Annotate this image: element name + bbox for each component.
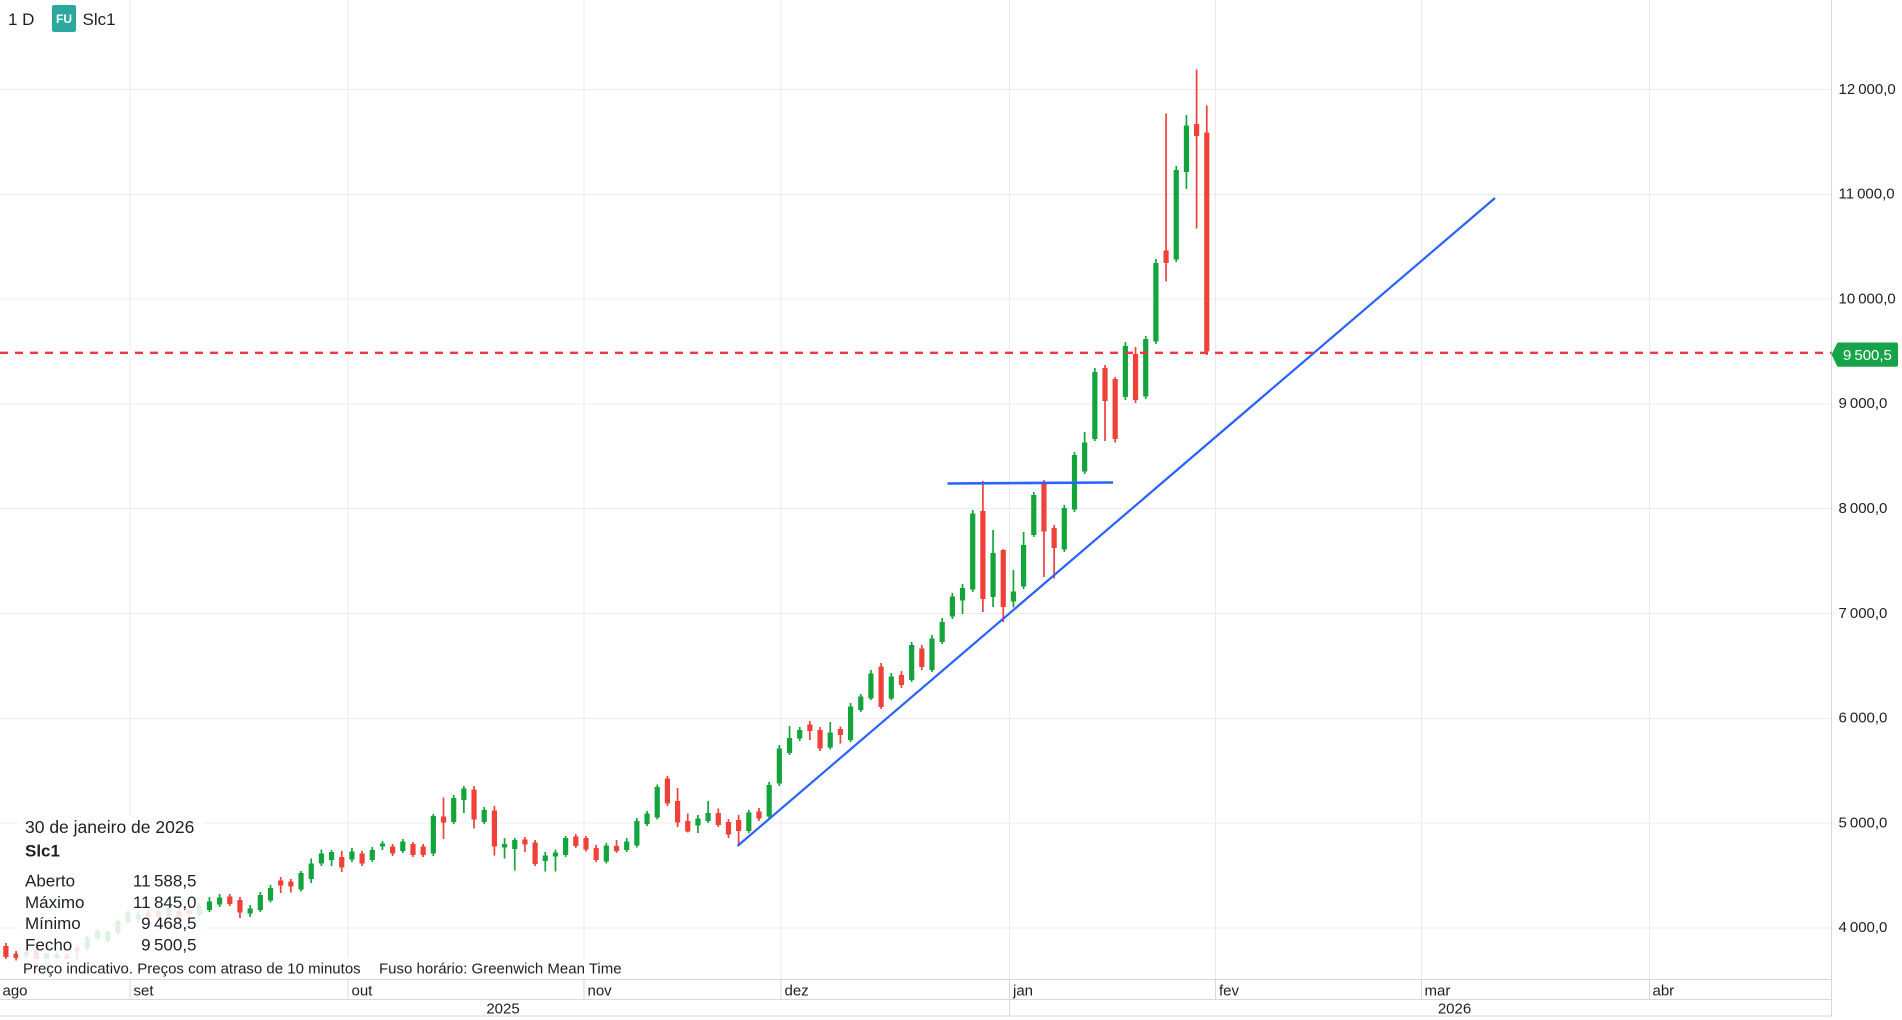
svg-text:1 D: 1 D (8, 10, 34, 29)
svg-text:set: set (134, 983, 155, 1000)
svg-text:9 468,5: 9 468,5 (141, 914, 196, 933)
svg-text:Máximo: Máximo (25, 893, 85, 912)
svg-text:out: out (352, 983, 374, 1000)
svg-text:Aberto: Aberto (25, 872, 75, 891)
svg-text:10 000,0: 10 000,0 (1839, 290, 1896, 307)
svg-text:nov: nov (588, 983, 613, 1000)
svg-text:2026: 2026 (1438, 1001, 1471, 1018)
svg-text:Preço indicativo. Preços com a: Preço indicativo. Preços com atraso de 1… (23, 961, 361, 978)
svg-text:ago: ago (3, 983, 28, 1000)
svg-text:abr: abr (1653, 983, 1675, 1000)
svg-text:7 000,0: 7 000,0 (1839, 605, 1888, 622)
svg-text:11 588,5: 11 588,5 (133, 872, 197, 891)
svg-text:11 845,0: 11 845,0 (133, 893, 197, 912)
svg-text:dez: dez (785, 983, 809, 1000)
svg-text:6 000,0: 6 000,0 (1839, 710, 1888, 727)
svg-text:30 de janeiro de 2026: 30 de janeiro de 2026 (25, 817, 194, 837)
svg-text:5 000,0: 5 000,0 (1839, 814, 1888, 831)
svg-text:9 000,0: 9 000,0 (1839, 395, 1888, 412)
svg-text:Mínimo: Mínimo (25, 914, 81, 933)
svg-text:FU: FU (56, 12, 72, 26)
svg-text:12 000,0: 12 000,0 (1839, 81, 1896, 98)
svg-text:Fecho: Fecho (25, 936, 72, 955)
svg-text:jan: jan (1012, 983, 1033, 1000)
svg-text:4 000,0: 4 000,0 (1839, 919, 1888, 936)
svg-text:11 000,0: 11 000,0 (1839, 186, 1895, 203)
svg-text:Fuso horário: Greenwich Mean T: Fuso horário: Greenwich Mean Time (379, 961, 622, 978)
svg-text:9 500,5: 9 500,5 (141, 936, 196, 955)
svg-text:Slc1: Slc1 (83, 10, 116, 29)
svg-text:mar: mar (1425, 983, 1451, 1000)
svg-text:2025: 2025 (486, 1001, 519, 1018)
svg-text:Slc1: Slc1 (25, 842, 60, 861)
svg-text:8 000,0: 8 000,0 (1839, 500, 1888, 517)
svg-text:9 500,5: 9 500,5 (1843, 347, 1892, 364)
svg-text:fev: fev (1219, 983, 1240, 1000)
